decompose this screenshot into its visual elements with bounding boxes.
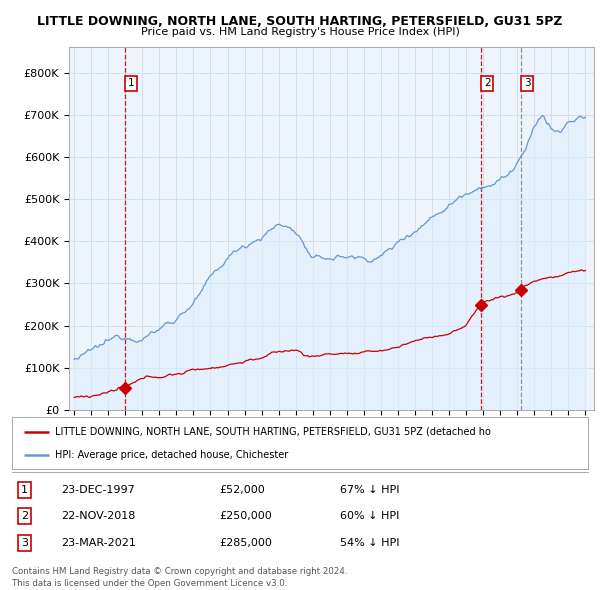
- Text: £250,000: £250,000: [220, 512, 272, 521]
- Text: £285,000: £285,000: [220, 537, 272, 548]
- Text: 1: 1: [21, 485, 28, 495]
- Text: 23-MAR-2021: 23-MAR-2021: [61, 537, 136, 548]
- Text: HPI: Average price, detached house, Chichester: HPI: Average price, detached house, Chic…: [55, 450, 289, 460]
- Text: 54% ↓ HPI: 54% ↓ HPI: [340, 537, 400, 548]
- Text: 2: 2: [21, 512, 28, 521]
- Text: 1: 1: [127, 78, 134, 88]
- Text: 67% ↓ HPI: 67% ↓ HPI: [340, 485, 400, 495]
- Text: 3: 3: [21, 537, 28, 548]
- Text: 2: 2: [484, 78, 491, 88]
- Text: 60% ↓ HPI: 60% ↓ HPI: [340, 512, 400, 521]
- Text: 22-NOV-2018: 22-NOV-2018: [61, 512, 136, 521]
- Text: 3: 3: [524, 78, 530, 88]
- Text: Price paid vs. HM Land Registry's House Price Index (HPI): Price paid vs. HM Land Registry's House …: [140, 27, 460, 37]
- Text: Contains HM Land Registry data © Crown copyright and database right 2024.
This d: Contains HM Land Registry data © Crown c…: [12, 568, 347, 588]
- Text: LITTLE DOWNING, NORTH LANE, SOUTH HARTING, PETERSFIELD, GU31 5PZ: LITTLE DOWNING, NORTH LANE, SOUTH HARTIN…: [37, 15, 563, 28]
- Text: £52,000: £52,000: [220, 485, 265, 495]
- Text: LITTLE DOWNING, NORTH LANE, SOUTH HARTING, PETERSFIELD, GU31 5PZ (detached ho: LITTLE DOWNING, NORTH LANE, SOUTH HARTIN…: [55, 427, 491, 437]
- Text: 23-DEC-1997: 23-DEC-1997: [61, 485, 135, 495]
